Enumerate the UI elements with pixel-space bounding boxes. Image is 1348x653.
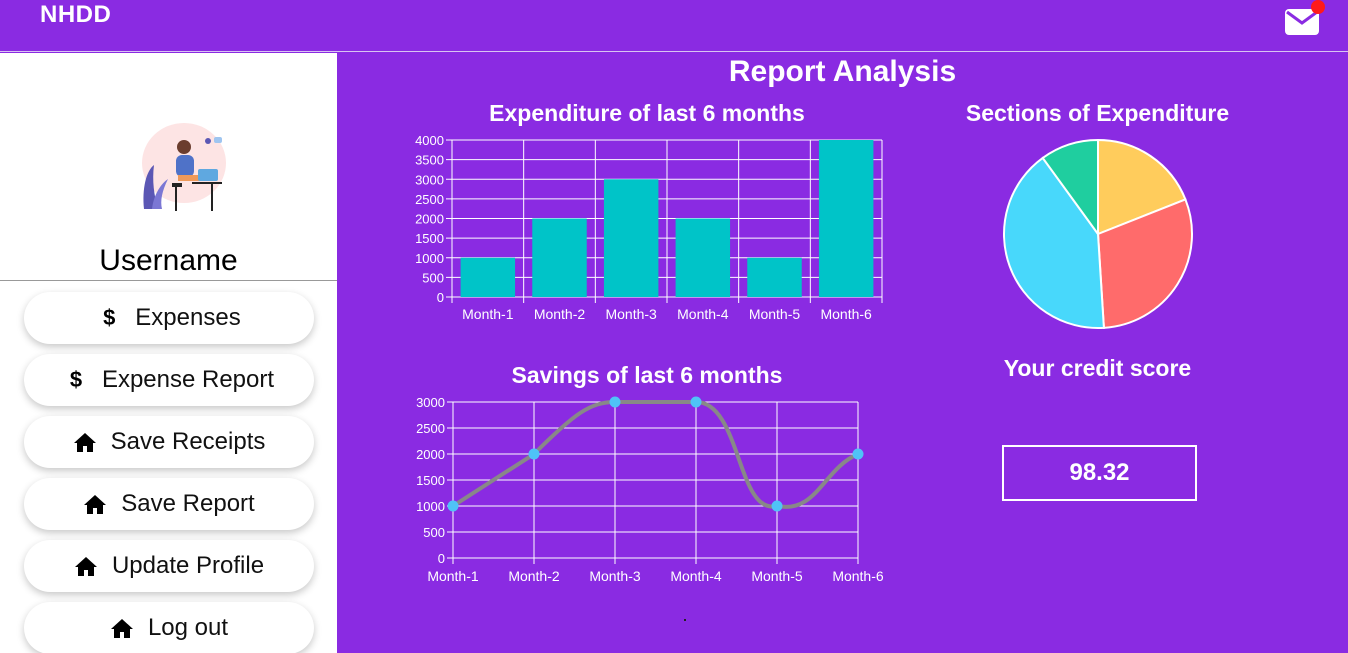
x-tick-label: Month-2 [508, 568, 560, 584]
credit-score-value: 98.32 [1002, 445, 1197, 501]
line-chart: 0 500 1000 1500 2000 2500 3000 Month-1 Month-2 Mo… [416, 395, 884, 584]
pie-slice [1041, 138, 1099, 238]
mail-icon[interactable] [1284, 6, 1320, 36]
y-tick-label: 0 [438, 551, 445, 566]
x-tick-label: Month-6 [820, 306, 872, 322]
page-title: Report Analysis [728, 55, 957, 88]
sidebar-item-log-out[interactable]: Log out [24, 602, 314, 653]
y-tick-label: 500 [422, 270, 444, 285]
y-tick-label: 1000 [415, 251, 444, 266]
sidebar-item-label: Save Report [121, 490, 255, 517]
y-tick-label: 2500 [416, 421, 445, 436]
x-tick-label: Month-3 [589, 568, 641, 584]
sidebar-divider [0, 280, 337, 281]
x-tick-label: Month-4 [677, 306, 729, 322]
x-tick-label: Month-5 [749, 306, 801, 322]
top-bar: NHDD [0, 0, 1348, 52]
bar [675, 218, 731, 297]
x-tick-label: Month-4 [670, 568, 722, 584]
username: Username [99, 244, 238, 277]
pie-slice [1003, 156, 1105, 329]
y-tick-label: 1500 [416, 473, 445, 488]
sidebar-item-label: Log out [147, 614, 229, 641]
y-tick-label: 1000 [416, 499, 445, 514]
data-point [771, 500, 783, 512]
sidebar-item-label: Expense Report [101, 366, 275, 393]
pie-chart-title: Sections of Expenditure [965, 100, 1230, 126]
decorative-dot [684, 619, 686, 621]
sidebar-item-label: Expenses [135, 304, 241, 331]
x-tick-label: Month-6 [832, 568, 884, 584]
bar-chart: 0 500 1000 1500 2000 2500 3000 3500 4000 Month-1 M… [415, 133, 883, 322]
y-tick-label: 2000 [416, 447, 445, 462]
y-tick-label: 3500 [415, 153, 444, 168]
bar [818, 140, 874, 297]
bar-chart-title: Expenditure of last 6 months [489, 100, 805, 126]
home-icon [84, 495, 107, 514]
pie-slice [1097, 138, 1187, 236]
data-point [609, 396, 621, 408]
sidebar-item-expenses[interactable]: $ Expenses [24, 292, 314, 344]
y-tick-label: 0 [437, 290, 444, 305]
x-tick-label: Month-3 [605, 306, 657, 322]
data-point [447, 500, 459, 512]
home-icon [110, 619, 133, 638]
sidebar-item-expense-report[interactable]: $ Expense Report [24, 354, 314, 406]
data-point [528, 448, 540, 460]
sidebar-item-label: Save Receipts [110, 428, 266, 455]
sidebar-item-update-profile[interactable]: Update Profile [24, 540, 314, 592]
notification-dot [1311, 0, 1325, 14]
sidebar-item-save-receipts[interactable]: Save Receipts [24, 416, 314, 468]
sidebar-item-label: Update Profile [111, 552, 265, 579]
x-tick-label: Month-1 [427, 568, 479, 584]
pie-chart [1003, 138, 1193, 329]
bar [603, 179, 659, 297]
home-icon [73, 433, 96, 452]
y-tick-label: 1500 [415, 231, 444, 246]
home-icon [74, 557, 97, 576]
bar [460, 257, 516, 297]
brand-logo[interactable]: NHDD [40, 1, 112, 28]
data-point [852, 448, 864, 460]
credit-score-label: Your credit score [1003, 355, 1192, 381]
line-chart-title: Savings of last 6 months [511, 362, 783, 388]
y-tick-label: 4000 [415, 133, 444, 148]
bar [532, 218, 587, 297]
x-tick-label: Month-5 [751, 568, 803, 584]
dollar-icon: $ [103, 305, 116, 330]
y-tick-label: 500 [423, 525, 445, 540]
data-point [690, 396, 702, 408]
dollar-icon: $ [69, 367, 83, 392]
x-tick-label: Month-2 [534, 306, 586, 322]
bar [747, 257, 802, 297]
y-tick-label: 3000 [416, 395, 445, 410]
pie-slice [1096, 198, 1193, 329]
sidebar-item-save-report[interactable]: Save Report [24, 478, 314, 530]
series-line [451, 400, 859, 509]
y-tick-label: 2000 [415, 212, 444, 227]
avatar [142, 123, 226, 211]
y-tick-label: 2500 [415, 192, 444, 207]
x-tick-label: Month-1 [462, 306, 514, 322]
y-tick-label: 3000 [415, 172, 444, 187]
